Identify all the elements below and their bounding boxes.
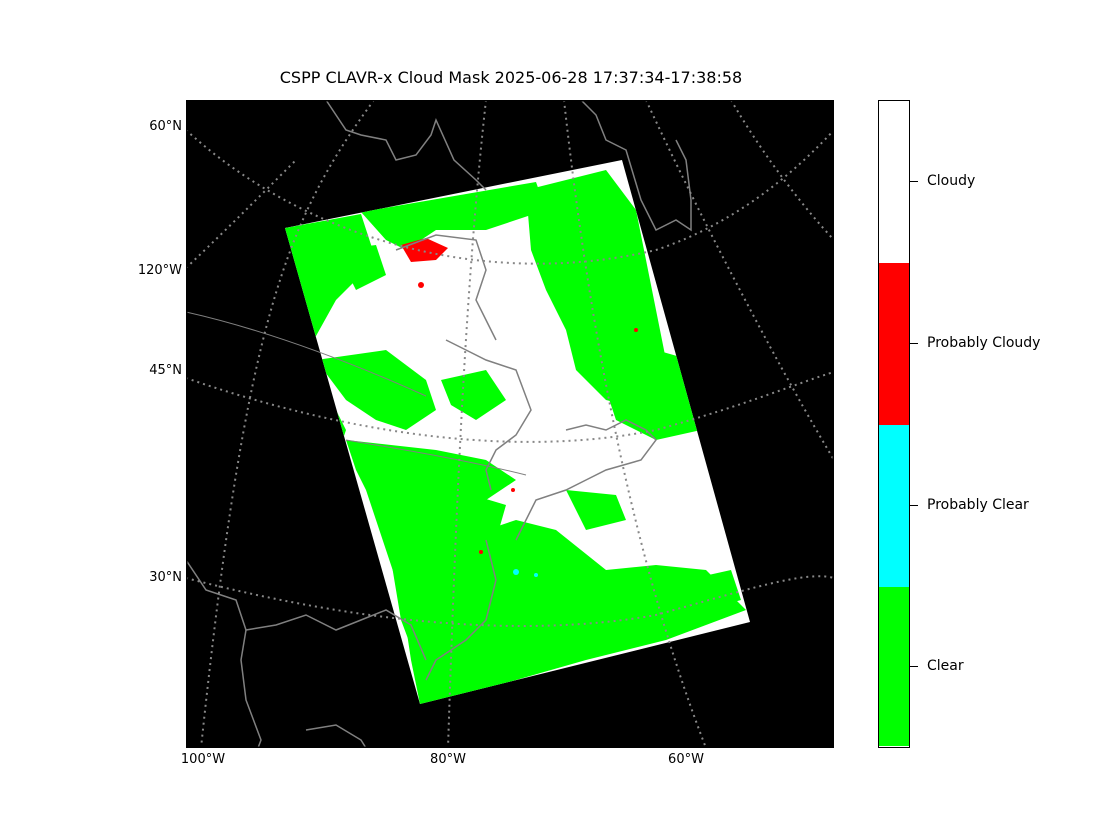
colorbar-segment-clear <box>879 587 909 746</box>
colorbar-label-probably-cloudy: Probably Cloudy <box>927 335 1041 351</box>
map-panel[interactable] <box>186 100 834 748</box>
lon-label-120w: 120°W <box>137 263 182 278</box>
state-borders <box>186 311 527 476</box>
map-title: CSPP CLAVR-x Cloud Mask 2025-06-28 17:37… <box>279 68 743 87</box>
lat-label-45n: 45°N <box>149 363 182 378</box>
lon-label-80w: 80°W <box>430 752 466 767</box>
lat-label-60n: 60°N <box>149 119 182 134</box>
colorbar-label-clear: Clear <box>927 658 964 674</box>
graticule <box>186 100 834 748</box>
map-border <box>186 100 834 748</box>
colorbar <box>878 100 910 748</box>
colorbar-tick <box>910 181 918 182</box>
colorbar-segment-probably-clear <box>879 425 909 587</box>
colorbar-segment-cloudy <box>879 101 909 263</box>
coastlines <box>186 100 692 748</box>
colorbar-tick <box>910 343 918 344</box>
map-canvas[interactable] <box>186 100 834 748</box>
colorbar-tick <box>910 505 918 506</box>
colorbar-tick <box>910 666 918 667</box>
colorbar-label-probably-clear: Probably Clear <box>927 497 1029 513</box>
lon-label-60w: 60°W <box>668 752 704 767</box>
colorbar-segment-probably-cloudy <box>879 263 909 425</box>
lon-label-100w: 100°W <box>180 752 226 767</box>
colorbar-label-cloudy: Cloudy <box>927 173 976 189</box>
lat-label-30n: 30°N <box>149 570 182 585</box>
